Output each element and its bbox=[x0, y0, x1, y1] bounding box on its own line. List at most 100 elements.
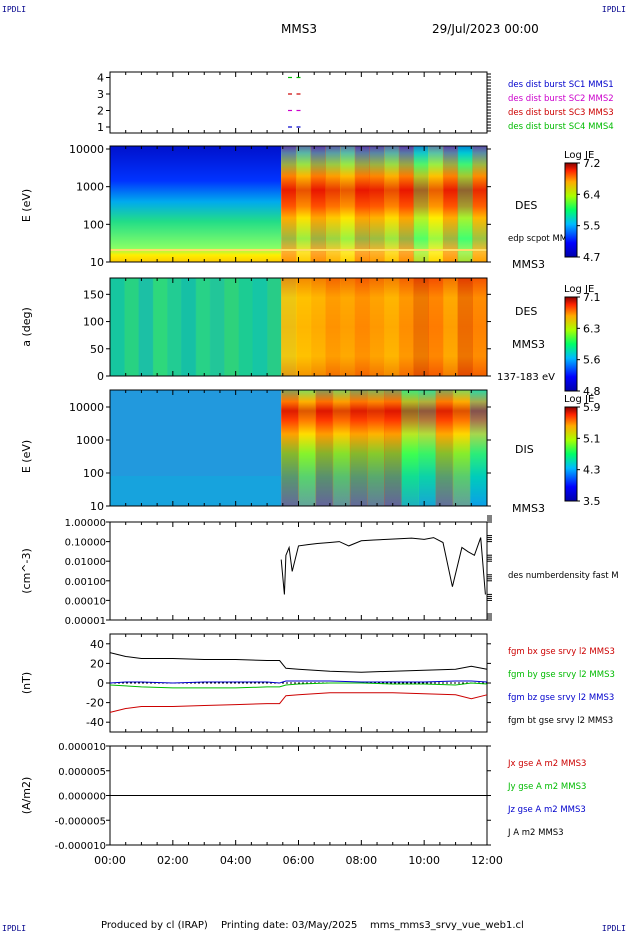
pitch-label: DES bbox=[515, 305, 537, 318]
colorbar-tick-label: 4.8 bbox=[583, 385, 601, 398]
des-energy-ylabel: E (eV) bbox=[20, 189, 33, 222]
dis-energy-quiet-low bbox=[110, 476, 282, 506]
scpot-label: edp scpot MMS3 bbox=[508, 234, 578, 244]
pitch-energy-range: 137-183 eV bbox=[497, 372, 555, 383]
current-legend-entry: Jz gse A m2 MMS3 bbox=[507, 805, 586, 815]
pitch-quiet-texture bbox=[209, 278, 225, 376]
y-tick-label: 1000 bbox=[76, 434, 104, 447]
des-energy-texture bbox=[457, 146, 473, 262]
y-tick-label: -0.000010 bbox=[55, 841, 106, 852]
burst-legend-entry: des dist burst SC4 MMS4 bbox=[508, 122, 614, 132]
y-tick-label: 0 bbox=[97, 370, 104, 383]
des-energy-texture bbox=[384, 146, 400, 262]
y-tick-label: 150 bbox=[83, 288, 104, 301]
bfield-series-line bbox=[109, 680, 488, 684]
colorbar-tick-label: 4.3 bbox=[583, 464, 601, 477]
y-tick-label: 50 bbox=[90, 343, 104, 356]
pitch-quiet-texture bbox=[152, 278, 168, 376]
des-energy-texture bbox=[310, 146, 326, 262]
dis-energy-texture bbox=[332, 390, 351, 506]
bfield-legend-entry: fgm by gse srvy l2 MMS3 bbox=[508, 670, 615, 680]
bfield-ylabel: (nT) bbox=[20, 672, 33, 694]
corner-tag-top-left: IPDLI bbox=[2, 5, 27, 14]
dis-energy-colorbar-title: Log JE bbox=[564, 394, 594, 405]
pitch-quiet-texture bbox=[238, 278, 254, 376]
y-tick-label: -0.000005 bbox=[55, 816, 106, 827]
pitch-active-texture bbox=[472, 278, 488, 376]
pitch-active-region bbox=[281, 278, 487, 376]
dis-energy-texture bbox=[452, 390, 471, 506]
x-tick-label: 12:00 bbox=[471, 854, 503, 867]
pitch-colorbar-title: Log JE bbox=[564, 284, 594, 295]
pitch-active-texture bbox=[310, 278, 326, 376]
dis-energy-sc-label: MMS3 bbox=[512, 502, 545, 515]
dis-energy-colorbar bbox=[564, 406, 578, 502]
y-tick-label: 0.00001 bbox=[65, 616, 106, 627]
y-tick-label: 10 bbox=[90, 256, 104, 269]
current-ylabel: (A/m2) bbox=[20, 777, 33, 815]
x-tick-label: 02:00 bbox=[157, 854, 189, 867]
pitch-sc-label: MMS3 bbox=[512, 338, 545, 351]
dis-energy-texture bbox=[418, 390, 437, 506]
colorbar-tick-label: 5.5 bbox=[583, 220, 601, 233]
pitch-quiet-texture bbox=[252, 278, 268, 376]
burst-legend-entry: des dist burst SC1 MMS1 bbox=[508, 80, 614, 90]
y-tick-label: -20 bbox=[86, 697, 104, 710]
x-tick-label: 06:00 bbox=[283, 854, 315, 867]
dis-energy-texture bbox=[366, 390, 385, 506]
des-energy-texture bbox=[472, 146, 488, 262]
pitch-active-texture bbox=[398, 278, 415, 376]
y-tick-label: 40 bbox=[90, 638, 104, 651]
colorbar-tick-label: 5.6 bbox=[583, 354, 601, 367]
corner-tag-top-right: IPDLI bbox=[601, 5, 626, 14]
dis-energy-texture bbox=[469, 390, 488, 506]
y-tick-label: 1.00000 bbox=[65, 518, 106, 529]
des-energy-texture bbox=[340, 146, 356, 262]
pitch-active-texture bbox=[457, 278, 473, 376]
bfield-series-line bbox=[109, 682, 488, 689]
des-energy-colorbar-title: Log JE bbox=[564, 150, 594, 161]
dis-energy-active-region bbox=[281, 390, 487, 506]
burst-legend-entry: des dist burst SC3 MMS3 bbox=[508, 108, 614, 118]
pitch-quiet-texture bbox=[181, 278, 197, 376]
colorbar-tick-label: 4.7 bbox=[583, 251, 601, 264]
colorbar-tick-label: 7.2 bbox=[583, 157, 601, 170]
colorbar-tick-label: 5.9 bbox=[583, 401, 601, 414]
y-tick-label: 100 bbox=[83, 218, 104, 231]
pitch-quiet-texture bbox=[195, 278, 211, 376]
dis-energy-texture bbox=[401, 390, 420, 506]
x-tick-label: 00:00 bbox=[94, 854, 126, 867]
dis-energy-ylabel: E (eV) bbox=[20, 440, 33, 473]
current-legend-entry: Jx gse A m2 MMS3 bbox=[507, 759, 586, 769]
des-energy-active-region bbox=[281, 146, 487, 262]
des-energy-texture bbox=[369, 146, 385, 262]
density-ylabel: (cm^-3) bbox=[20, 548, 33, 594]
des-energy-texture bbox=[325, 146, 341, 262]
pitch-active-texture bbox=[295, 278, 312, 376]
dis-energy-texture bbox=[349, 390, 368, 506]
y-tick-label: 0.10000 bbox=[65, 538, 106, 549]
pitch-quiet-texture bbox=[224, 278, 240, 376]
des-energy-quiet-region bbox=[110, 146, 282, 262]
x-tick-label: 10:00 bbox=[408, 854, 440, 867]
des-energy-colorbar bbox=[564, 162, 578, 258]
y-tick-label: 0.00100 bbox=[65, 577, 106, 588]
date-title: 29/Jul/2023 00:00 bbox=[432, 22, 539, 36]
y-tick-label: 0 bbox=[97, 677, 104, 690]
footer-producer: Produced by cl (IRAP) bbox=[101, 920, 208, 931]
colorbar-tick-label: 6.4 bbox=[583, 188, 601, 201]
y-tick-label: 0.000010 bbox=[58, 742, 106, 753]
des-energy-texture bbox=[413, 146, 429, 262]
corner-tag-bottom-right: IPDLI bbox=[601, 924, 626, 933]
y-tick-label: 0.000005 bbox=[58, 767, 106, 778]
footer-printing-date: Printing date: 03/May/2025 bbox=[221, 920, 358, 931]
pitch-quiet-texture bbox=[138, 278, 154, 376]
pitch-active-texture bbox=[325, 278, 341, 376]
colorbar-tick-label: 3.5 bbox=[583, 495, 601, 508]
des-energy-texture bbox=[281, 146, 297, 262]
y-tick-label: 1 bbox=[97, 121, 104, 134]
y-tick-label: 100 bbox=[83, 467, 104, 480]
pitch-quiet-texture bbox=[167, 278, 182, 376]
dis-energy-texture bbox=[281, 390, 299, 506]
